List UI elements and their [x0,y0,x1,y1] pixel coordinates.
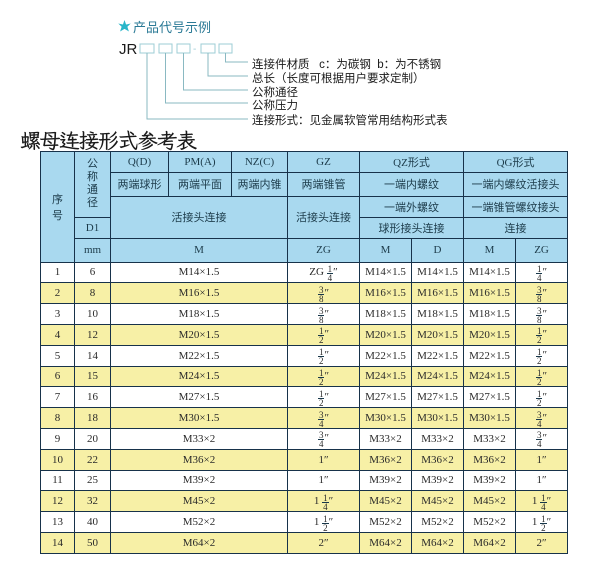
svg-text:-: - [193,44,196,55]
